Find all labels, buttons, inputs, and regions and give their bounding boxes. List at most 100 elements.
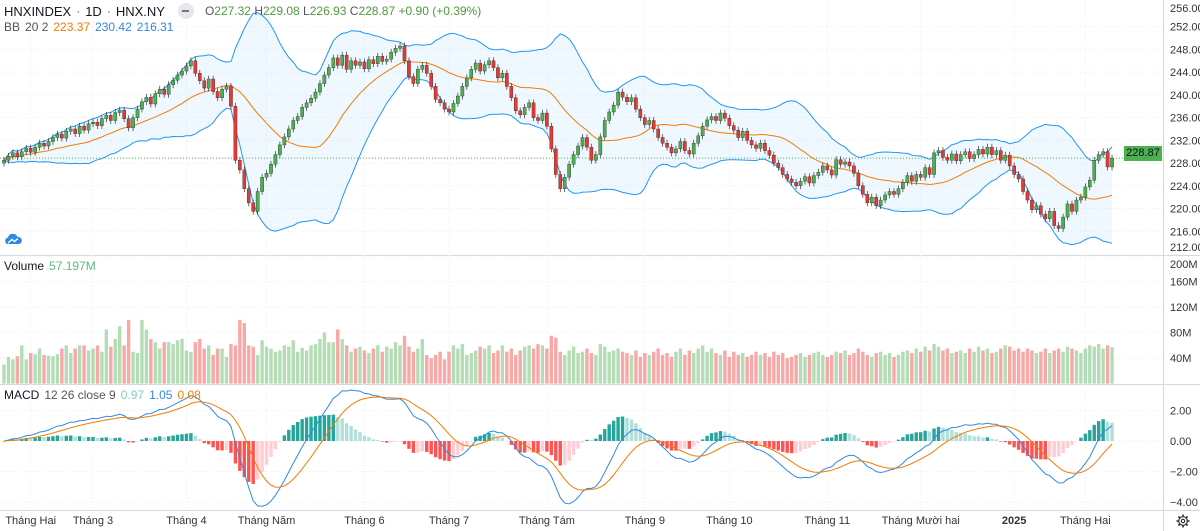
candle [852,162,856,177]
bb-legend[interactable]: BB 20 2 223.37 230.42 216.31 [4,20,174,34]
macd-histogram-bar [816,441,821,443]
candle-body [68,128,73,132]
candle-body [100,118,104,126]
candle-body [887,191,892,196]
macd-histogram-bar [438,441,442,460]
candle [313,88,318,102]
candle-body [206,78,211,89]
volume-bar [402,335,407,384]
candle [683,138,687,154]
candle-body [620,91,625,98]
volume-bar [981,350,985,384]
macd-legend[interactable]: MACD 12 26 close 9 0.97 1.05 0.08 [4,388,201,402]
bb-basis-line [3,61,1113,200]
bb-upper-value: 230.42 [95,20,132,34]
volume-legend[interactable]: Volume 57.197M [4,259,96,273]
macd-histogram-bar [113,437,117,441]
macd-histogram-bar [224,441,229,450]
volume-bar [336,329,340,384]
candle [340,51,345,69]
macd-histogram-bar [549,441,554,456]
candle-body [1039,205,1043,215]
macd-histogram-bar [420,441,424,452]
macd-histogram-bar [763,441,767,447]
macd-histogram-bar [1034,441,1039,459]
volume-bar [1052,350,1056,384]
price-tick-label: 256.00 [1170,3,1200,15]
candle [727,114,732,129]
macd-histogram-bar [162,437,166,441]
volume-bar [514,354,518,384]
candle-body [189,60,193,67]
candle-body [1065,203,1070,218]
volume-bar [20,345,24,384]
candle [976,146,981,158]
candle [469,65,474,82]
macd-histogram-bar [273,441,278,450]
volume-bar [91,348,95,384]
candle [905,172,910,186]
candle [451,100,456,116]
time-axis-label: 2025 [1002,515,1026,527]
volume-bar [874,353,878,384]
candle-body [500,73,505,79]
macd-histogram-bar [554,441,558,461]
macd-histogram-bar [242,441,246,478]
candle-body [794,182,798,187]
macd-histogram-bar [878,441,883,447]
volume-bar [861,351,865,384]
volume-bar [389,348,393,384]
candle [220,85,224,102]
cloud-logo-icon[interactable] [4,232,22,246]
volume-bar [567,350,571,384]
volume-bar [558,351,562,384]
candle-body [754,144,758,149]
candle [144,93,149,106]
candle-body [825,165,830,171]
candle-body [424,65,429,74]
candle [20,148,24,161]
macd-histogram-bar [634,423,638,441]
candle [122,106,126,123]
candle [398,42,402,52]
volume-bar [309,345,313,384]
candle [963,148,967,158]
macd-histogram-bar [496,436,500,441]
candle [714,113,718,124]
candle [545,109,549,130]
volume-bar [487,345,491,384]
macd-histogram-bar [718,431,723,441]
volume-bar [385,346,389,384]
interval[interactable]: 1D [85,3,102,19]
macd-histogram-bar [211,441,215,448]
volume-bar [554,337,558,384]
macd-histogram-bar [353,429,358,441]
macd-histogram-bar [843,432,847,441]
candle-body [269,164,273,174]
candle-body [918,174,923,178]
candle-body [723,112,727,119]
collapse-legend-button[interactable] [177,3,194,19]
volume-bar [852,353,856,384]
candle [33,143,37,156]
candle-body [1052,211,1056,226]
candle-body [442,102,447,110]
macd-histogram-bar [336,417,340,441]
candle [522,104,527,119]
volume-bar [158,348,162,384]
volume-bar [393,342,398,384]
candle [527,99,531,111]
candle [843,158,847,168]
volume-bar [447,351,451,384]
macd-histogram-bar [798,441,803,452]
candle [295,113,300,124]
time-axis-label: Tháng 7 [429,515,469,527]
candle-body [883,194,887,201]
macd-line-value: 1.05 [149,388,173,402]
last-price-badge: 228.87 [1124,146,1162,161]
gear-icon[interactable] [1176,514,1190,528]
candle-body [398,45,402,49]
macd-histogram-bar [327,414,331,441]
candle [874,193,878,210]
